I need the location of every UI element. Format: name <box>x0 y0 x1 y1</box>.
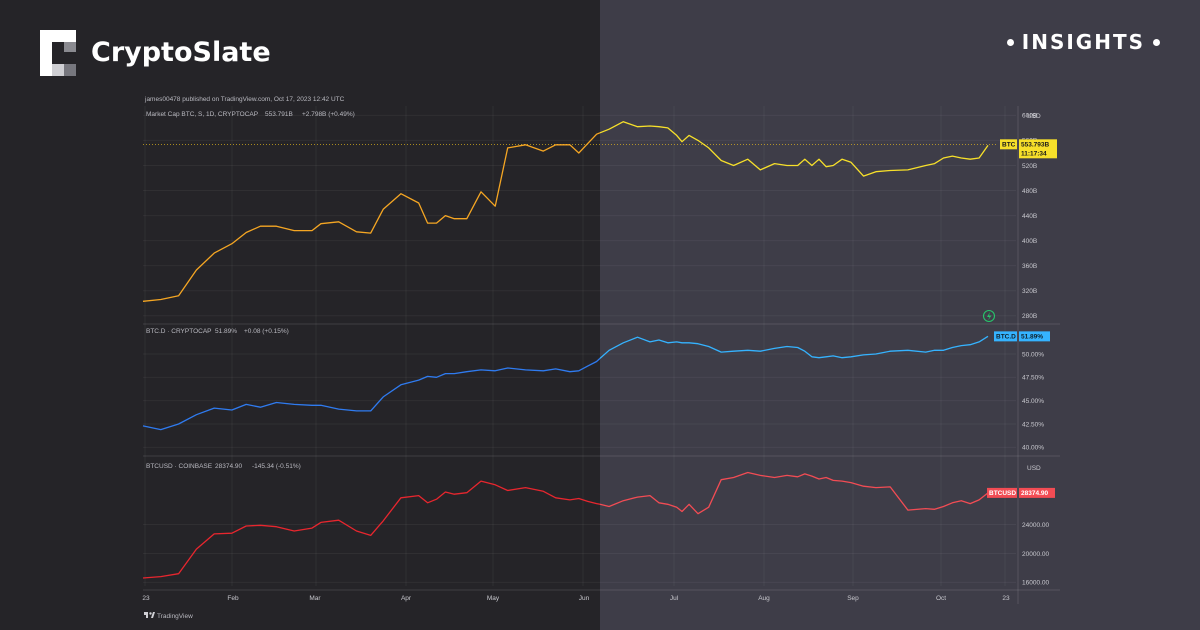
price-series <box>142 471 989 579</box>
tradingview-footer: TradingView <box>144 612 193 620</box>
x-tick-label: May <box>487 595 500 602</box>
legend-marketcap-label: Market Cap BTC, S, 1D, CRYPTOCAP <box>146 111 258 118</box>
series-line-left <box>142 357 601 431</box>
y-tick-label: 320B <box>1022 288 1037 295</box>
x-tick-label: Jul <box>670 595 679 602</box>
x-tick-label: 23 <box>1002 595 1010 602</box>
legend-price-value: 28374.90 <box>215 463 242 470</box>
tag-price-label: BTCUSD <box>989 490 1016 497</box>
y-tick-label: 47.50% <box>1022 375 1044 382</box>
insights-label: INSIGHTS <box>1021 30 1145 54</box>
legend-marketcap-value: 553.791B <box>265 111 293 118</box>
chart-grid <box>143 106 1016 586</box>
y-unit-price: USD <box>1027 465 1041 472</box>
cryptoslate-logo-icon <box>40 30 76 76</box>
y-tick-label: 400B <box>1022 238 1037 245</box>
y-tick-label: 280B <box>1022 313 1037 320</box>
marketcap-series <box>142 121 989 302</box>
series-line-right <box>599 121 989 177</box>
x-tick-label: Oct <box>936 595 946 602</box>
y-tick-label: 40.00% <box>1022 445 1044 452</box>
y-tick-label: 20000.00 <box>1022 551 1049 558</box>
tradingview-footer-label: TradingView <box>157 613 193 620</box>
last-value-tag-marketcap: BTC 553.793B 11:17:34 <box>1000 139 1057 159</box>
legend-marketcap-change: +2.798B (+0.49%) <box>302 111 355 118</box>
x-tick-label: Apr <box>401 595 412 602</box>
y-tick-label: 360B <box>1022 263 1037 270</box>
tradingview-logo-icon <box>144 612 155 618</box>
legend-price-change: -145.34 (-0.51%) <box>252 463 301 470</box>
pane-price: BTCUSD · COINBASE 28374.90 -145.34 (-0.5… <box>142 463 1055 587</box>
y-tick-label: 520B <box>1022 163 1037 170</box>
tag-price-value: 28374.90 <box>1021 490 1048 497</box>
left-shaded-region <box>0 0 600 630</box>
x-tick-label: Mar <box>309 595 321 602</box>
y-tick-label: 440B <box>1022 213 1037 220</box>
x-tick-label: 23 <box>142 595 150 602</box>
tag-dominance-label: BTC.D <box>996 334 1016 341</box>
y-tick-label: 45.00% <box>1022 398 1044 405</box>
series-line-right <box>599 471 989 515</box>
tag-marketcap-time: 11:17:34 <box>1021 150 1047 157</box>
tag-dominance-value: 51.89% <box>1021 334 1043 341</box>
y-tick-label: 24000.00 <box>1022 522 1049 529</box>
pane-dominance: BTC.D · CRYPTOCAP 51.89% +0.08 (+0.15%) … <box>142 328 1050 452</box>
x-tick-label: Sep <box>847 595 859 602</box>
brand-name: CryptoSlate <box>91 37 271 68</box>
dominance-series <box>142 335 989 431</box>
published-note: james00478 published on TradingView.com,… <box>144 96 345 103</box>
legend-dominance-label: BTC.D · CRYPTOCAP <box>146 328 212 335</box>
lightning-icon <box>982 309 996 323</box>
tag-marketcap-value: 553.793B <box>1021 142 1049 149</box>
pane-market-cap: Market Cap BTC, S, 1D, CRYPTOCAP 553.791… <box>142 111 1057 323</box>
y-axis-price: 24000.00 20000.00 16000.00 <box>1022 522 1049 587</box>
x-tick-label: Aug <box>758 595 770 602</box>
dot-icon <box>1153 38 1160 46</box>
y-unit-marketcap: USD <box>1027 113 1041 120</box>
dot-icon <box>1006 38 1014 46</box>
y-tick-label: 50.00% <box>1022 351 1044 358</box>
x-tick-label: Feb <box>227 595 239 602</box>
y-axis-dominance: 50.00% 47.50% 45.00% 42.50% 40.00% <box>1022 351 1044 451</box>
x-tick-label: Jun <box>579 595 590 602</box>
series-line-right <box>599 335 989 359</box>
x-axis: 23 Feb Mar Apr May Jun Jul Aug Sep Oct 23 <box>142 595 1010 602</box>
last-value-tag-dominance: BTC.D 51.89% <box>994 331 1050 342</box>
series-line-left <box>142 132 601 302</box>
legend-dominance-value: 51.89% <box>215 328 237 335</box>
tag-marketcap-label: BTC <box>1002 142 1016 149</box>
y-tick-label: 42.50% <box>1022 421 1044 428</box>
y-tick-label: 480B <box>1022 188 1037 195</box>
y-tick-label: 600B <box>1022 113 1037 120</box>
legend-price-label: BTCUSD · COINBASE <box>146 463 213 470</box>
series-line-left <box>142 480 601 579</box>
pane-dividers <box>143 106 1060 604</box>
last-value-tag-price: BTCUSD 28374.90 <box>987 487 1055 498</box>
insights-badge: INSIGHTS <box>999 30 1168 54</box>
y-tick-label: 16000.00 <box>1022 580 1049 587</box>
legend-dominance-change: +0.08 (+0.15%) <box>244 328 289 335</box>
